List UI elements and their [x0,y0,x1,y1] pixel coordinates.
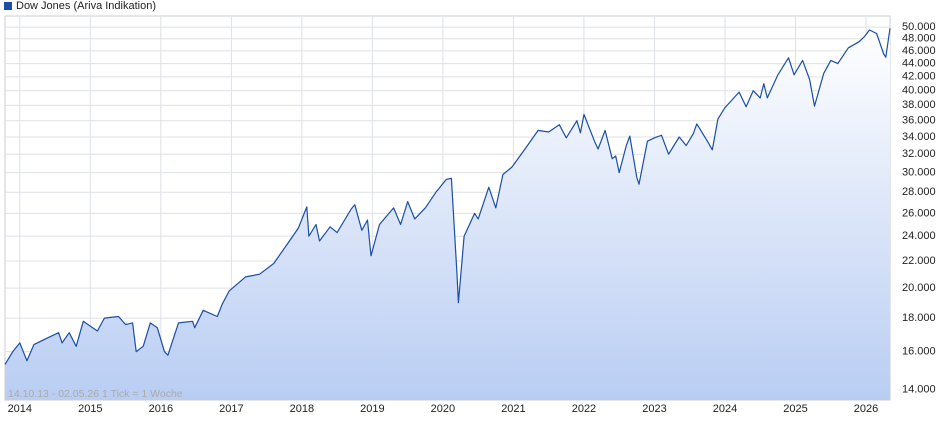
y-tick-label: 48.000 [902,33,936,45]
x-tick-label: 2024 [713,403,737,415]
x-tick-label: 2026 [854,403,878,415]
y-tick-label: 22.000 [902,255,936,267]
footnote: 14.10.13 - 02.05.26 1 Tick = 1 Woche [8,388,183,400]
x-tick-label: 2014 [8,403,32,415]
y-tick-label: 36.000 [902,115,936,127]
x-tick-label: 2023 [642,403,666,415]
legend-swatch [4,2,12,10]
y-tick-label: 24.000 [902,230,936,242]
x-tick-label: 2016 [149,403,173,415]
y-tick-label: 38.000 [902,99,936,111]
legend-label: Dow Jones (Ariva Indikation) [16,0,156,12]
x-tick-label: 2019 [360,403,384,415]
y-tick-label: 32.000 [902,148,936,160]
x-tick-label: 2021 [501,403,525,415]
line [4,28,891,365]
x-tick-label: 2022 [572,403,596,415]
y-tick-label: 30.000 [902,167,936,179]
y-tick-label: 28.000 [902,186,936,198]
area [5,28,890,401]
y-tick-label: 18.000 [902,312,936,324]
x-tick-label: 2015 [78,403,102,415]
x-tick-label: 2025 [783,403,807,415]
x-tick-label: 2018 [290,403,314,415]
y-tick-label: 34.000 [902,131,936,143]
x-tick-label: 2017 [219,403,243,415]
y-tick-label: 26.000 [902,207,936,219]
y-tick-label: 44.000 [902,57,936,69]
x-tick-label: 2020 [431,403,455,415]
y-tick-label: 14.000 [902,384,936,396]
y-tick-label: 40.000 [902,85,936,97]
y-tick-label: 16.000 [902,346,936,358]
y-tick-label: 20.000 [902,282,936,294]
y-tick-label: 50.000 [902,21,936,33]
y-tick-label: 46.000 [902,45,936,57]
y-tick-label: 42.000 [902,71,936,83]
